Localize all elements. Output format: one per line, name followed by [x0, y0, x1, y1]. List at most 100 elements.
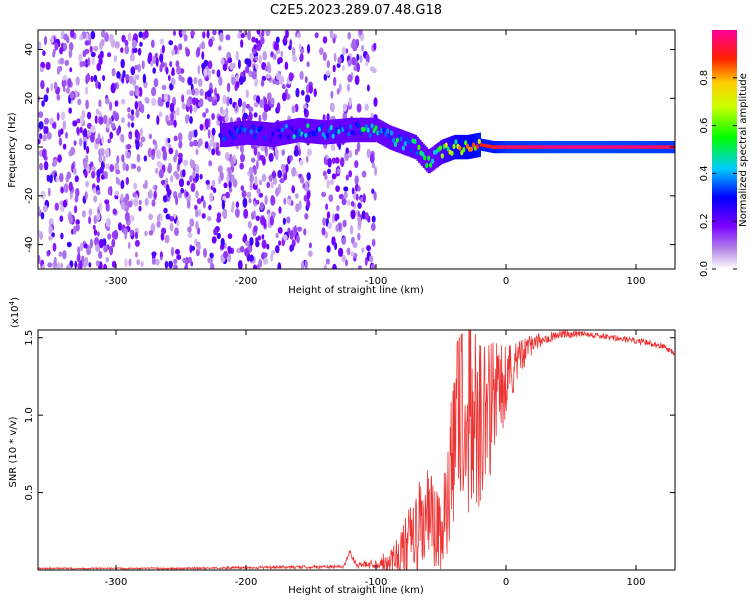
heatmap-noise-cell — [296, 234, 300, 244]
heatmap-noise-cell — [131, 109, 134, 116]
heatmap-noise-cell — [87, 244, 92, 252]
heatmap-ridge-cell — [392, 137, 396, 143]
snr-scale-exponent: 4 — [8, 300, 16, 305]
heatmap-noise-cell — [193, 140, 197, 146]
heatmap-noise-cell — [256, 42, 262, 52]
heatmap-noise-cell — [109, 245, 114, 256]
heatmap-noise-cell — [227, 252, 231, 263]
heatmap-ridge-halo — [308, 118, 311, 144]
heatmap-ridge-halo — [347, 118, 350, 143]
heatmap-noise-cell — [92, 224, 96, 230]
heatmap-noise-cell — [151, 86, 157, 97]
heatmap-noise-cell — [337, 56, 342, 65]
spectrogram-y-tick-label: 20 — [24, 92, 35, 105]
heatmap-noise-cell — [212, 30, 217, 36]
heatmap-noise-cell — [308, 242, 312, 249]
heatmap-noise-cell — [332, 64, 336, 73]
heatmap-noise-cell — [239, 144, 244, 153]
heatmap-ridge-halo — [394, 127, 397, 152]
heatmap-noise-cell — [59, 172, 64, 183]
heatmap-noise-cell — [50, 35, 55, 44]
heatmap-ridge-cell — [317, 126, 321, 132]
heatmap-ridge-cell — [230, 131, 234, 137]
heatmap-noise-cell — [263, 257, 268, 265]
heatmap-noise-cell — [66, 171, 72, 180]
heatmap-noise-cell — [186, 98, 191, 107]
snr-x-label: Height of straight line (km) — [288, 585, 424, 596]
heatmap-noise-cell — [225, 107, 229, 117]
heatmap-ridge-halo — [288, 119, 291, 144]
heatmap-noise-cell — [128, 258, 132, 267]
heatmap-noise-cell — [184, 263, 188, 269]
heatmap-noise-cell — [134, 64, 139, 70]
heatmap-noise-cell — [81, 255, 85, 263]
heatmap-noise-cell — [283, 234, 288, 242]
heatmap-noise-cell — [325, 70, 331, 76]
heatmap-noise-cell — [185, 48, 190, 57]
heatmap-noise-cell — [208, 204, 212, 211]
heatmap-ridge-cell — [331, 133, 335, 139]
heatmap-noise-cell — [41, 148, 47, 159]
heatmap-ridge-cell — [395, 137, 399, 143]
heatmap-noise-cell — [187, 76, 193, 86]
heatmap-noise-cell — [84, 256, 89, 267]
heatmap-noise-cell — [220, 237, 225, 247]
heatmap-noise-cell — [79, 242, 84, 252]
heatmap-noise-cell — [138, 86, 143, 97]
heatmap-noise-cell — [299, 48, 305, 54]
heatmap-ridge-halo — [429, 148, 431, 174]
heatmap-noise-cell — [185, 191, 189, 197]
heatmap-noise-cell — [205, 179, 210, 185]
heatmap-noise-cell — [196, 198, 202, 205]
snr-y-label: SNR (10 * v/v) — [8, 416, 19, 487]
heatmap-noise-cell — [159, 213, 163, 222]
heatmap-noise-cell — [124, 258, 128, 268]
heatmap-noise-cell — [308, 250, 313, 257]
heatmap-noise-cell — [263, 103, 269, 113]
heatmap-noise-cell — [277, 183, 281, 194]
heatmap-ridge-halo — [296, 118, 299, 143]
heatmap-noise-cell — [226, 96, 230, 107]
heatmap-ridge-cell — [358, 130, 362, 136]
heatmap-noise-cell — [321, 227, 326, 236]
heatmap-noise-cell — [171, 48, 176, 56]
heatmap-ridge-halo — [223, 122, 226, 148]
heatmap-ridge-cell — [366, 127, 370, 133]
heatmap-noise-cell — [108, 117, 113, 125]
heatmap-noise-cell — [268, 174, 273, 182]
heatmap-noise-cell — [77, 98, 82, 106]
heatmap-noise-cell — [347, 59, 352, 67]
heatmap-noise-cell — [86, 73, 91, 83]
heatmap-noise-cell — [209, 139, 215, 147]
heatmap-noise-cell — [107, 138, 112, 144]
heatmap-noise-cell — [196, 243, 201, 251]
heatmap-noise-cell — [201, 51, 205, 60]
heatmap-noise-cell — [123, 196, 128, 207]
heatmap-ridge-halo — [259, 121, 261, 146]
heatmap-noise-cell — [203, 248, 207, 258]
heatmap-noise-cell — [150, 60, 154, 67]
heatmap-noise-cell — [234, 208, 240, 218]
heatmap-noise-cell — [152, 67, 156, 74]
heatmap-noise-cell — [121, 154, 125, 163]
heatmap-ridge-halo — [408, 132, 411, 157]
heatmap-noise-cell — [193, 104, 198, 113]
heatmap-noise-cell — [186, 89, 192, 96]
heatmap-ridge-cell — [444, 142, 448, 148]
heatmap-noise-cell — [326, 60, 330, 69]
heatmap-ridge-cell — [452, 143, 456, 150]
heatmap-noise-cell — [88, 262, 92, 268]
heatmap-ridge-cell — [427, 155, 431, 161]
heatmap-noise-cell — [298, 43, 302, 50]
heatmap-noise-cell — [238, 76, 244, 85]
heatmap-noise-cell — [83, 140, 87, 151]
heatmap-noise-cell — [91, 170, 96, 179]
heatmap-noise-cell — [154, 184, 158, 191]
heatmap-noise-cell — [254, 77, 259, 86]
heatmap-ridge-halo — [440, 140, 442, 165]
heatmap-noise-cell — [38, 111, 44, 118]
heatmap-noise-cell — [225, 191, 230, 199]
heatmap-noise-cell — [254, 55, 259, 62]
heatmap-noise-cell — [52, 122, 57, 129]
heatmap-noise-cell — [228, 180, 232, 190]
